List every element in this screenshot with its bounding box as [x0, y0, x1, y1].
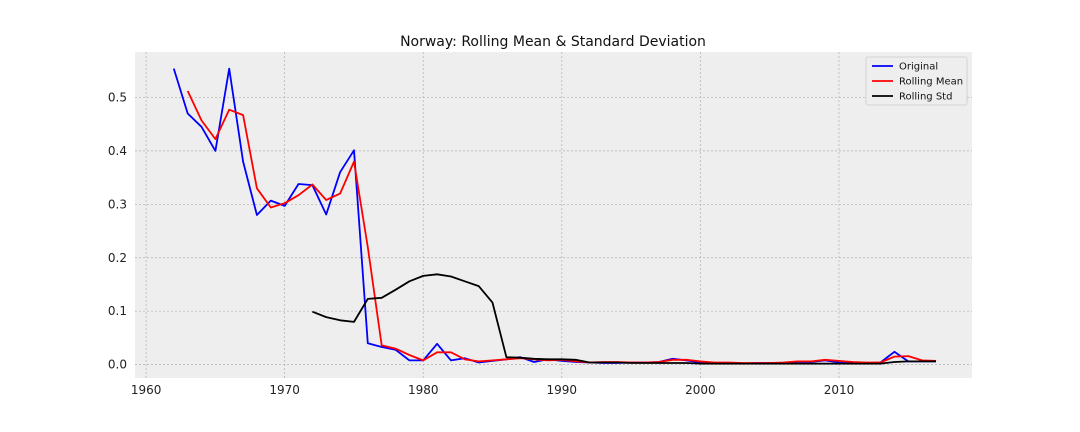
grid-lines [135, 52, 972, 378]
legend-label-original: Original [899, 62, 938, 73]
y-tick-label: 0.3 [108, 197, 127, 211]
x-tick-label: 2010 [824, 383, 855, 397]
legend: Original Rolling Mean Rolling Std [865, 56, 968, 106]
x-tick-label: 1970 [269, 383, 300, 397]
y-tick-label: 0.4 [108, 144, 127, 158]
y-tick-label: 0.0 [108, 358, 127, 372]
y-tick-label: 0.1 [108, 304, 127, 318]
plot-area [135, 52, 972, 378]
x-tick-label: 2000 [685, 383, 716, 397]
x-tick-label: 1990 [547, 383, 578, 397]
y-tick-label: 0.2 [108, 251, 127, 265]
x-tick-label: 1960 [131, 383, 162, 397]
series-line-rolling-std [312, 273, 936, 365]
legend-box [865, 56, 968, 106]
x-axis: 1960 1970 1980 1990 2000 2010 [131, 383, 854, 397]
legend-label-rolling-mean: Rolling Mean [899, 77, 963, 88]
y-tick-label: 0.5 [108, 90, 127, 104]
series-layer [172, 67, 937, 365]
chart-title: Norway: Rolling Mean & Standard Deviatio… [400, 34, 706, 50]
y-axis: 0.0 0.1 0.2 0.3 0.4 0.5 [108, 90, 127, 371]
legend-label-rolling-std: Rolling Std [899, 92, 952, 103]
x-tick-label: 1980 [408, 383, 439, 397]
